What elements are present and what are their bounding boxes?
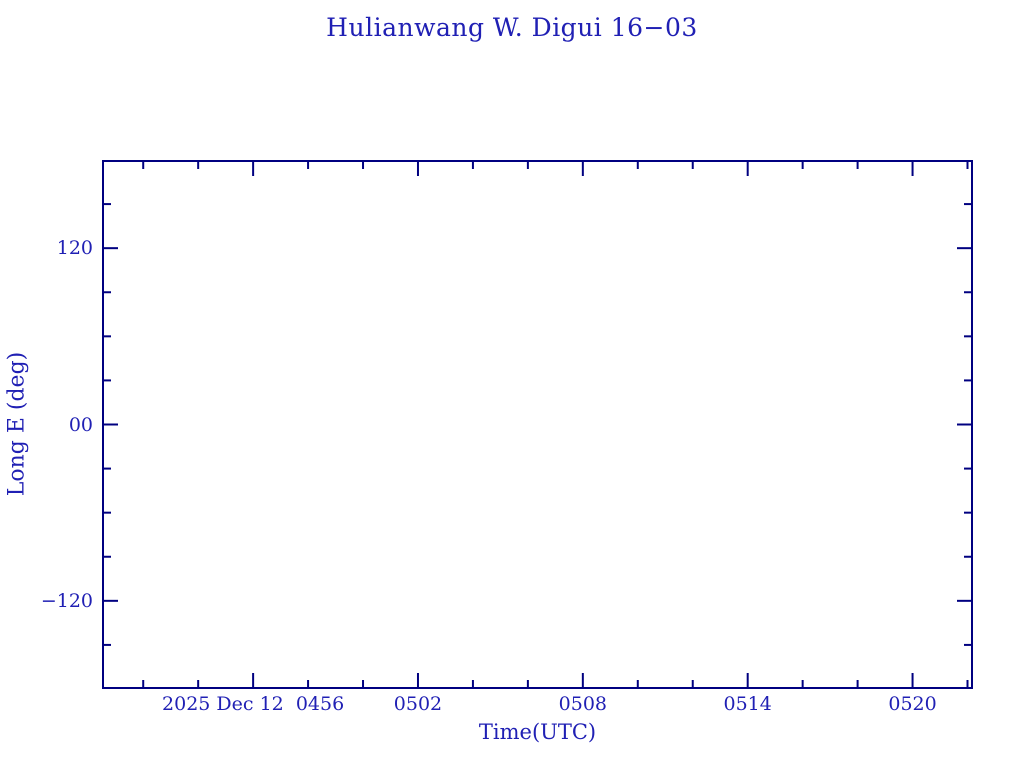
x-tick-label: 0514 [723, 693, 772, 715]
chart-title: Hulianwang W. Digui 16−03 [326, 13, 698, 42]
x-tick-label: 0520 [888, 693, 937, 715]
x-tick-label: 2025 Dec 12 0456 [162, 693, 345, 715]
y-tick-label: 120 [56, 237, 93, 260]
x-tick-label: 0502 [393, 693, 443, 715]
y-tick-label: 00 [68, 413, 93, 436]
x-axis-label: Time(UTC) [478, 720, 597, 744]
x-tick-label: 0508 [558, 693, 608, 715]
plot-frame-border [102, 160, 973, 689]
y-tick-label: −120 [40, 589, 93, 612]
